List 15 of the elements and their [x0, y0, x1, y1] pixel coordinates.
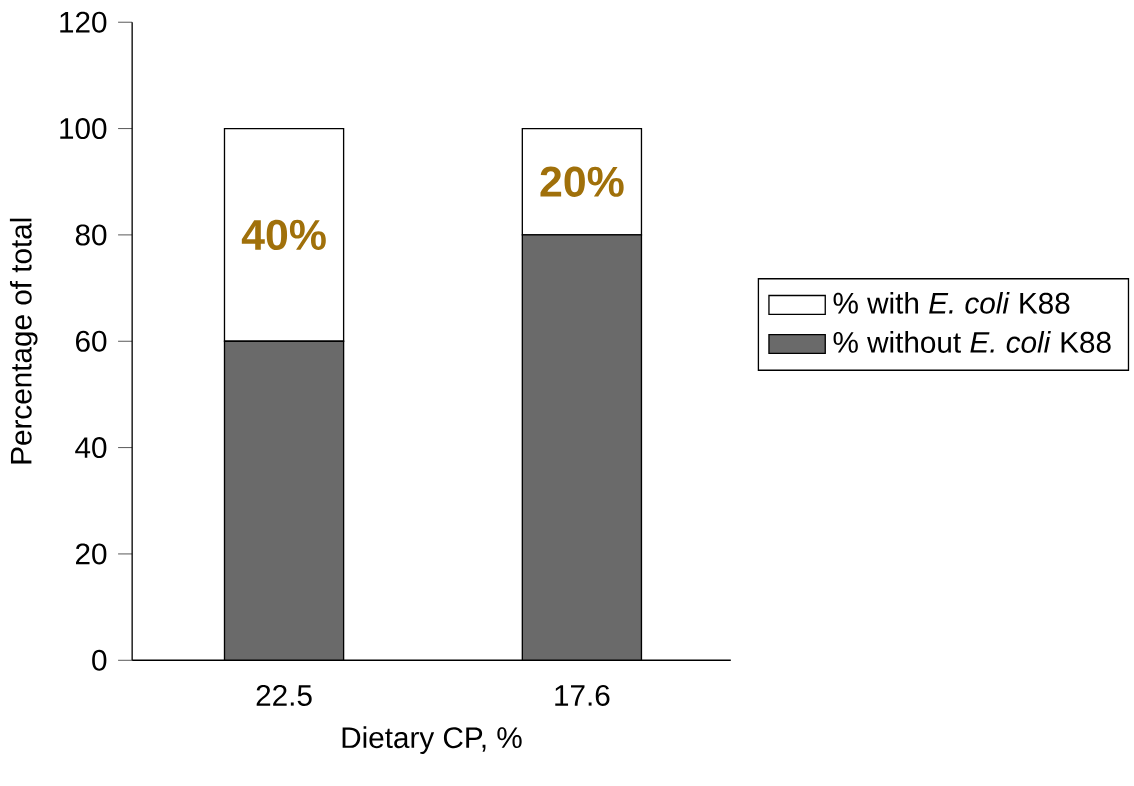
legend-label: % without E. coli K88: [833, 330, 1111, 353]
x-tick-label: 22.5: [256, 684, 312, 706]
legend-label: % with E. coli K88: [833, 291, 1070, 314]
data-label: 40%: [241, 219, 326, 250]
x-axis-title: Dietary CP, %: [342, 726, 522, 754]
y-tick-label: 0: [92, 649, 107, 671]
y-tick-label: 120: [60, 11, 107, 33]
data-label: 20%: [540, 166, 624, 197]
y-tick-label: 60: [76, 330, 107, 352]
y-tick-label: 100: [60, 117, 107, 139]
x-tick-label: 17.6: [555, 684, 610, 706]
y-tick-label: 20: [76, 543, 107, 565]
y-tick-label: 80: [75, 224, 107, 246]
y-axis-title: Percentage of total: [9, 218, 38, 464]
y-tick-label: 40: [75, 436, 107, 458]
